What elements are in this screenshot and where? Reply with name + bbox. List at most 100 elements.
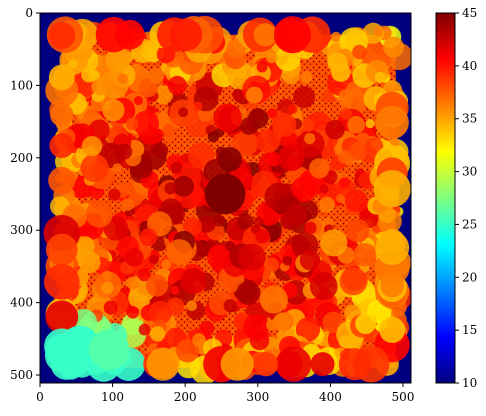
particle-disk [80,153,109,183]
x-tick-label: 400 [319,390,342,404]
particle-disk [162,124,176,138]
particle-disk [319,196,335,213]
x-tick-label: 500 [392,390,415,404]
particle-disk [186,300,198,312]
particle-disk [300,70,313,84]
particle-disk [182,216,202,236]
particle-disk [180,268,207,295]
particle-disk [272,112,297,137]
particle-disk [375,105,409,140]
particle-disk [175,339,200,363]
particle-disk [193,101,203,111]
particle-disk [148,300,172,325]
particle-disk [126,276,140,290]
particle-disk [236,281,261,306]
particle-disk [319,184,329,194]
particle-disk [301,118,315,132]
particle-disk [327,52,348,73]
particle-disk [309,272,338,301]
x-axis: 0 100 200 300 400 500 [36,383,414,404]
particle-disk [116,143,133,160]
particle-disk [340,107,352,120]
particle-disk [153,85,174,105]
particle-disk [251,107,265,122]
particle-disk [102,99,125,122]
particle-disk [166,239,193,266]
particle-disk [380,273,404,298]
particle-disk [50,103,74,127]
particle-disk [112,163,123,173]
particle-disk [299,249,321,271]
particle-disk [88,70,101,82]
x-tick-label: 100 [101,390,124,404]
particle-layer [43,15,411,383]
particle-disk [133,110,160,137]
particle-disk [117,73,128,84]
particle-disk [167,75,187,96]
particle-disk [365,119,375,129]
particle-disk [170,161,183,174]
plot-area [39,12,412,384]
particle-disk [220,347,254,381]
particle-disk [103,300,118,315]
region-marker [88,329,130,371]
colorbar-tick-label: 20 [462,270,477,284]
particle-disk [255,229,270,244]
particle-disk [169,18,203,52]
particle-disk [150,326,166,342]
particle-disk [45,233,78,266]
x-tick-label: 0 [36,390,44,404]
particle-disk [310,352,335,377]
particle-disk [272,312,292,331]
particle-disk [243,314,269,340]
particle-disk [265,319,278,331]
particle-disk [149,254,159,265]
particle-disk [81,135,103,157]
colorbar-tick-label: 10 [462,376,477,390]
particle-disk [287,104,298,114]
particle-disk [347,116,365,134]
particle-disk [330,31,342,43]
y-tick-label: 200 [10,151,33,165]
particle-disk [145,274,169,297]
particle-disk [293,85,316,109]
particle-disk [213,103,242,133]
particle-disk [121,198,134,211]
y-tick-label: 500 [10,368,33,382]
y-axis: 0 100 200 300 400 500 [10,6,40,382]
particle-disk [373,26,384,37]
particle-disk [374,71,387,84]
particle-disk [295,317,321,342]
particle-disk [240,117,258,136]
particle-disk [126,305,140,319]
particle-disk [253,352,279,377]
particle-disk [379,316,406,343]
particle-disk [102,270,113,281]
particle-disk [256,129,280,154]
particle-disk [95,16,132,53]
particle-disk [213,214,226,227]
particle-disk [309,158,330,179]
particle-disk [161,259,172,270]
particle-disk [338,177,350,188]
particle-disk [320,229,348,257]
particle-disk [265,51,278,64]
particle-disk [338,89,354,105]
particle-disk [138,323,151,336]
colorbar-frame [435,12,456,384]
particle-disk [339,267,368,296]
particle-disk [43,263,80,300]
particle-disk [125,117,139,131]
particle-disk [237,213,254,230]
particle-disk [352,44,367,60]
colorbar-tick-label: 40 [462,59,477,73]
colorbar-tick-label: 35 [462,112,477,126]
particle-disk [364,137,384,156]
particle-disk [192,333,206,347]
particle-disk [338,348,372,381]
particle-disk [282,255,293,266]
particle-disk [344,189,368,213]
particle-disk [164,182,177,195]
particle-disk [139,228,158,247]
